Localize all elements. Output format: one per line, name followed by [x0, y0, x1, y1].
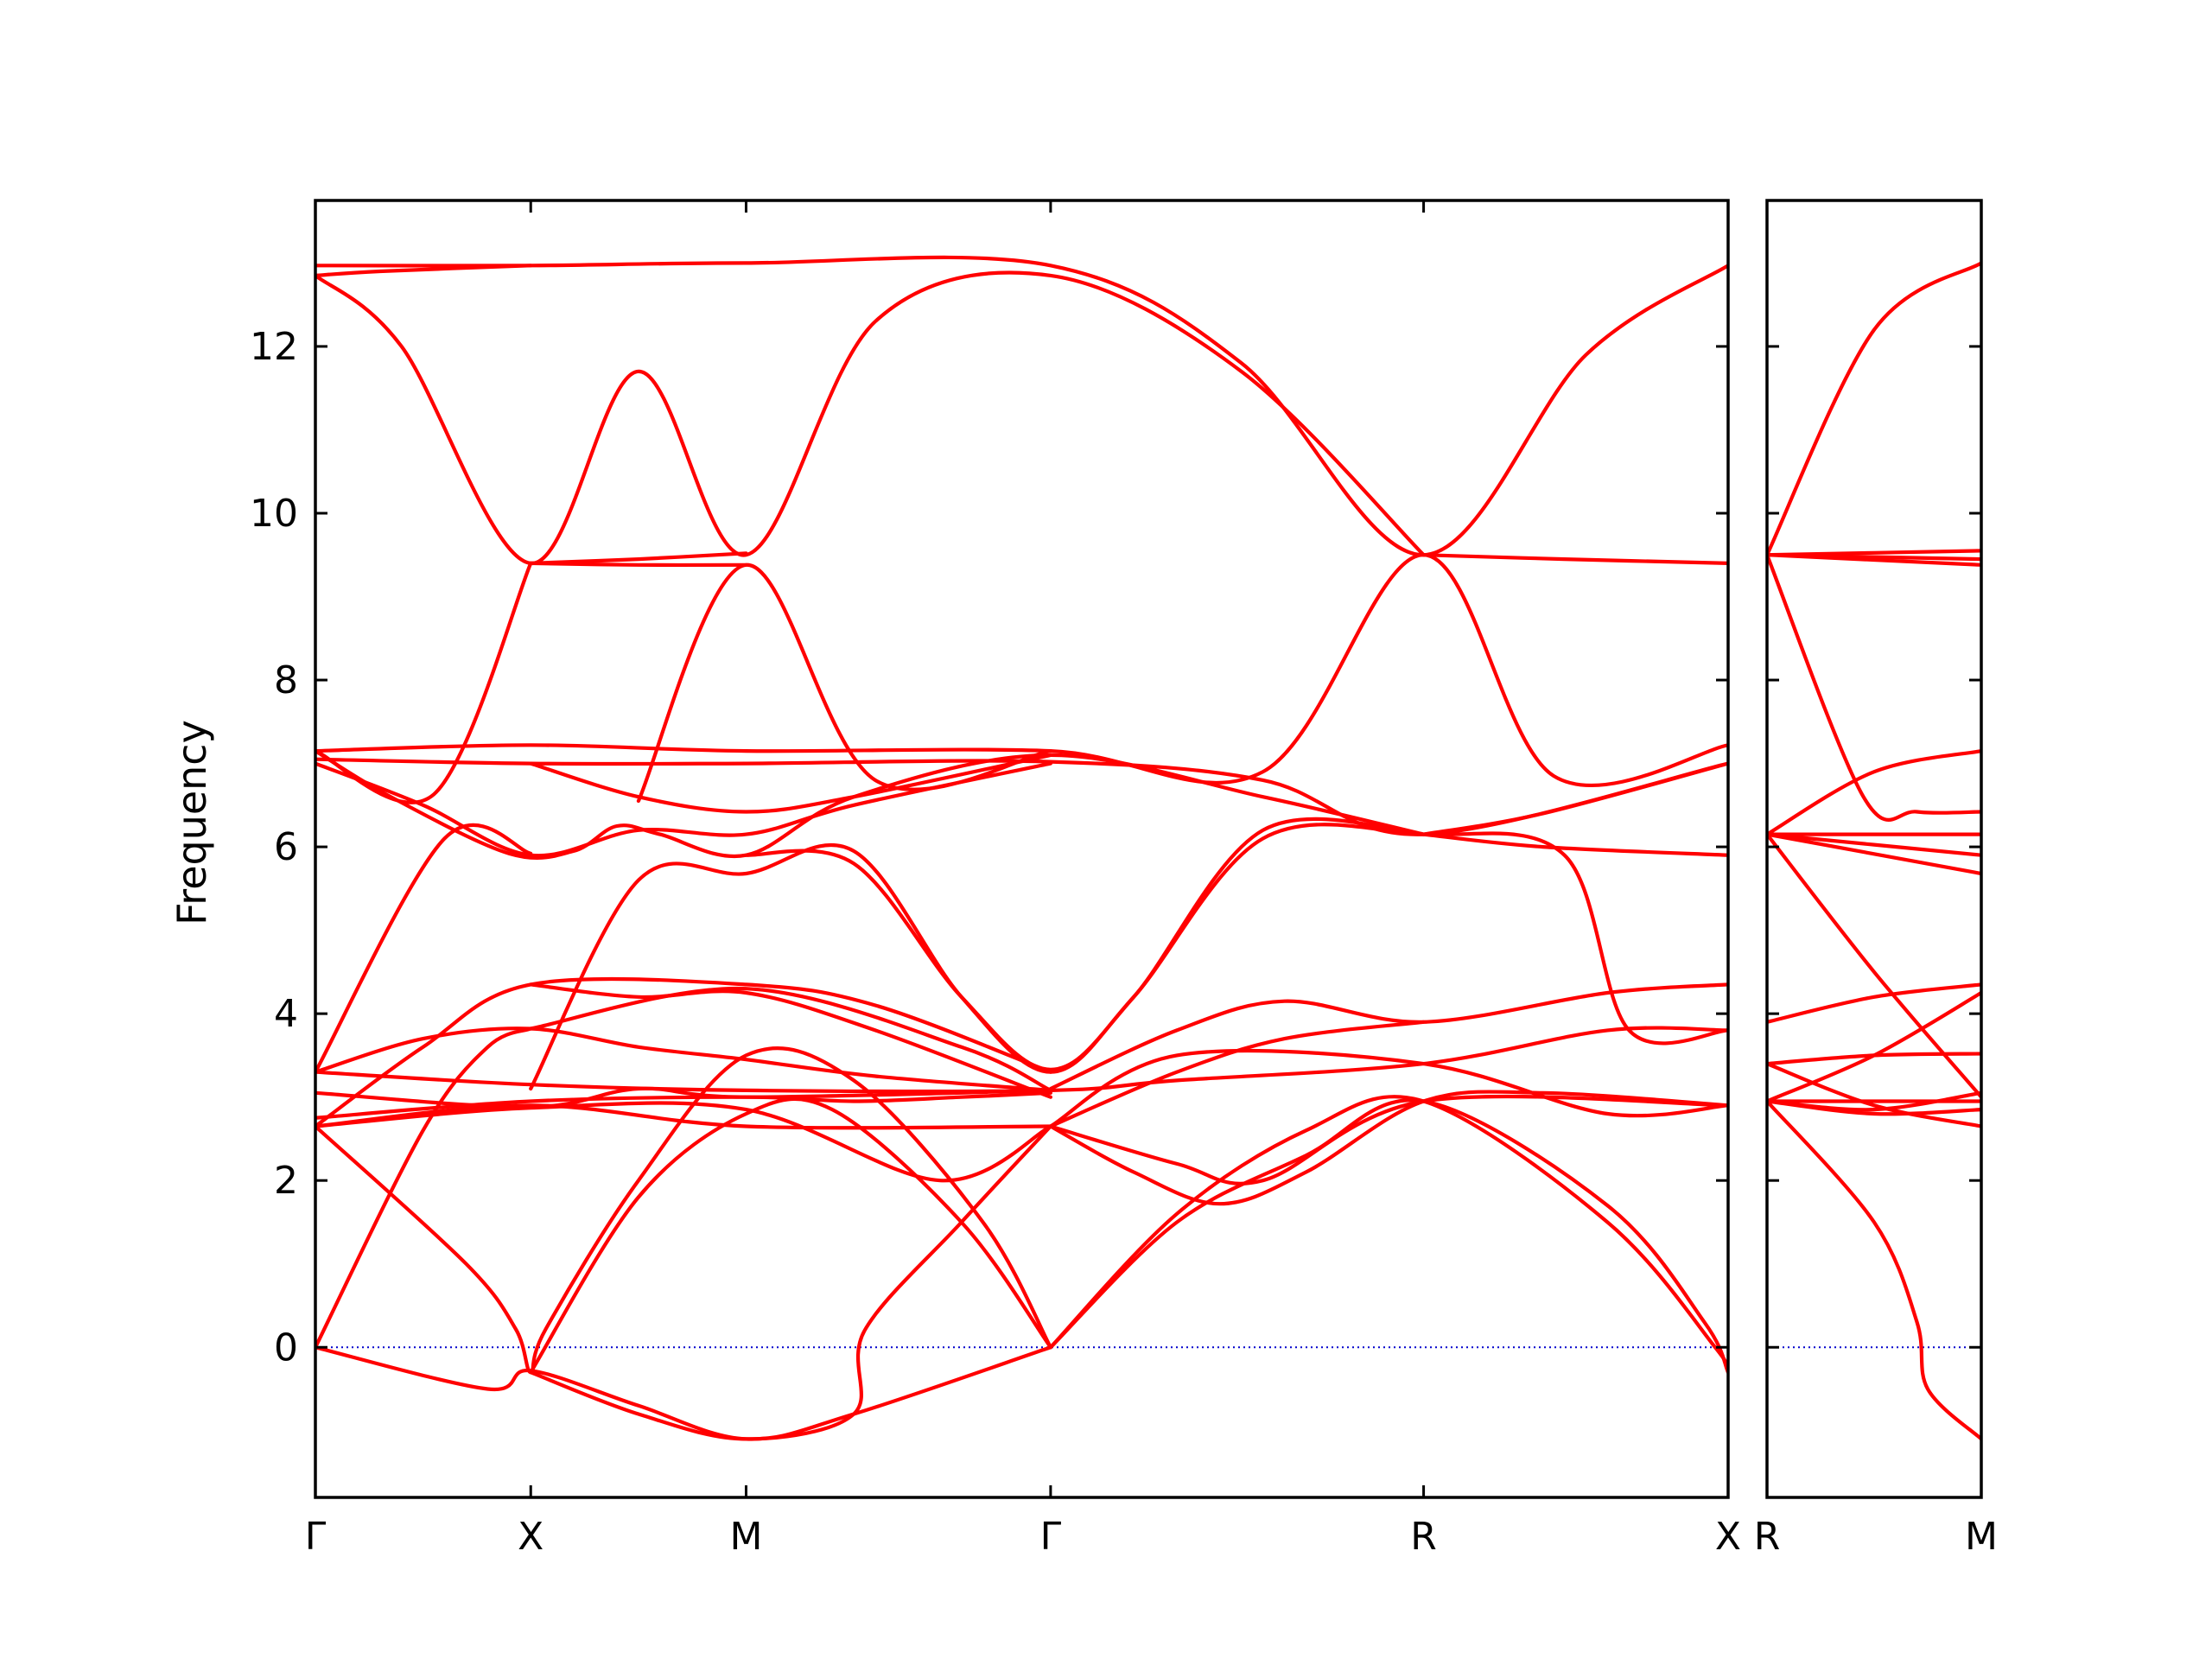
band-1: [1767, 261, 1981, 557]
band-4: [529, 551, 748, 565]
band-8: [636, 563, 1052, 804]
band-12: [315, 761, 1052, 858]
band-11: [315, 749, 1426, 860]
x-tick-label-2: M: [1965, 1515, 1998, 1559]
band-24: [1048, 982, 1728, 1091]
y-tick-label-2: 2: [274, 1159, 298, 1203]
band-25: [1048, 1020, 1426, 1128]
band-16: [315, 823, 533, 1074]
band-33: [315, 1027, 533, 1350]
band-26: [1048, 1048, 1728, 1128]
band-36: [529, 1124, 1052, 1441]
band-4: [1767, 553, 1981, 567]
y-tick-label-5: 8: [274, 658, 298, 702]
band-6: [1767, 749, 1981, 836]
band-14: [1421, 761, 1728, 836]
band-32: [315, 1101, 1052, 1183]
band-5: [1767, 553, 1981, 822]
band-23: [529, 986, 1052, 1092]
band-11: [1767, 982, 1981, 1024]
band-34: [315, 1046, 1052, 1375]
band-19: [315, 1026, 1728, 1094]
band-13: [529, 753, 1052, 814]
band-21: [529, 982, 1052, 1099]
band-20: [315, 976, 1052, 1128]
band-39: [1048, 1095, 1728, 1375]
y-tick-label-1: 0: [274, 1325, 298, 1370]
band-29: [315, 1103, 1052, 1130]
band-9: [1767, 832, 1981, 876]
band-1: [315, 255, 1728, 557]
band-13: [1767, 990, 1981, 1103]
band-6: [1421, 553, 1728, 565]
band-2: [315, 270, 1426, 566]
x-tick-label-4: Γ: [1040, 1515, 1062, 1559]
band-14: [1767, 1062, 1981, 1128]
band-9: [315, 553, 1728, 787]
x-tick-label-1: Γ: [305, 1515, 327, 1559]
x-tick-label-3: M: [729, 1515, 762, 1559]
band-35: [315, 1345, 1052, 1441]
band-22: [315, 1027, 1052, 1092]
band-8: [1767, 832, 1981, 857]
x-tick-label-6: X: [1715, 1515, 1741, 1559]
band-3: [315, 264, 533, 277]
band-15: [1421, 832, 1728, 857]
plot-frame: [314, 199, 1730, 1499]
bands: [1767, 261, 1981, 1441]
y-axis-label: Frequency: [168, 720, 215, 925]
y-tick-label-7: 12: [250, 325, 298, 369]
x-tick-label-2: X: [518, 1515, 543, 1559]
y-tick-label-6: 10: [250, 492, 298, 536]
y-tick-label-3: 4: [274, 992, 298, 1036]
panel-1: Γ X M Γ R X 0 2 4 6 8 10 12: [250, 199, 1741, 1559]
band-18: [1767, 1099, 1981, 1441]
y-tick-label-4: 6: [274, 825, 298, 869]
plot-frame: [1765, 199, 1983, 1499]
band-27: [1048, 1094, 1728, 1185]
bands: [315, 255, 1728, 1441]
band-37: [529, 1096, 1052, 1375]
band-10: [1767, 832, 1981, 1099]
band-18: [744, 817, 1426, 1071]
band-28: [1048, 1090, 1728, 1206]
band-31: [315, 1086, 1052, 1109]
band-7: [315, 561, 533, 804]
band-17: [1767, 1099, 1981, 1116]
x-tick-label-1: R: [1754, 1515, 1781, 1559]
x-tick-label-5: R: [1410, 1515, 1437, 1559]
band-5: [529, 561, 748, 568]
